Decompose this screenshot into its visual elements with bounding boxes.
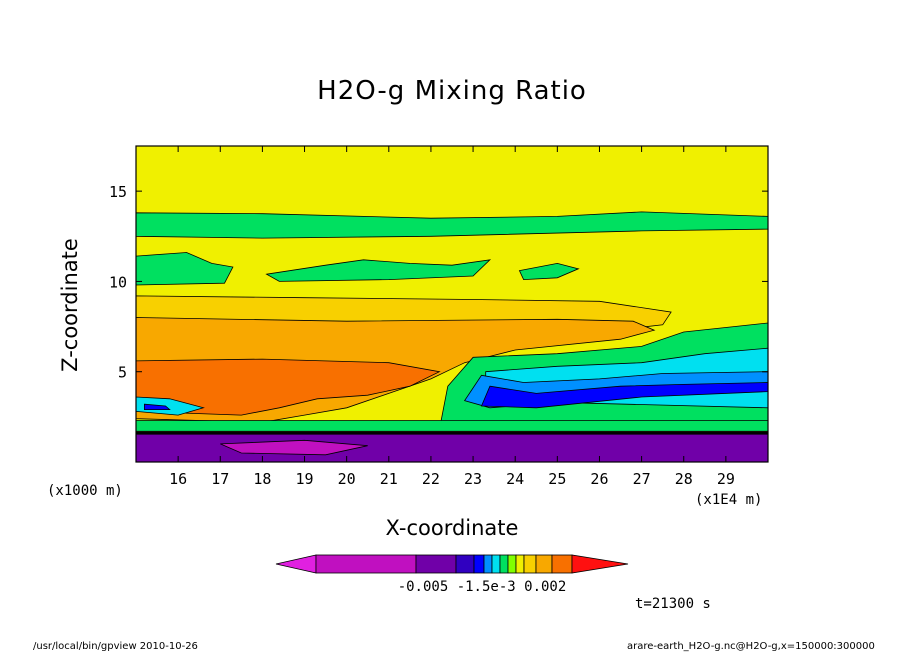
chart-title: H2O-g Mixing Ratio xyxy=(317,76,587,106)
colorbar-bin xyxy=(551,554,573,574)
x-tick-label: 21 xyxy=(380,470,398,488)
blob-green-right xyxy=(518,262,580,281)
blob-green-left xyxy=(136,252,234,286)
layer-blue-right xyxy=(480,382,768,409)
colorbar-labels: -0.005 -1.5e-3 0.002 xyxy=(398,579,567,595)
core-dark-orange xyxy=(136,358,441,416)
x-tick-label: 17 xyxy=(211,470,229,488)
x-tick-label: 20 xyxy=(338,470,356,488)
colorbar-bin xyxy=(491,554,501,574)
x-tick-label: 29 xyxy=(717,470,735,488)
x-axis-label: X-coordinate xyxy=(385,516,519,540)
x-tick-label: 27 xyxy=(633,470,651,488)
footer-left: /usr/local/bin/gpview 2010-10-26 xyxy=(33,641,198,652)
plot-frame xyxy=(135,145,769,463)
strip-lower-green xyxy=(136,420,768,432)
colorbar-bin xyxy=(515,554,525,574)
x-tick-label: 19 xyxy=(296,470,314,488)
x-tick-label: 26 xyxy=(590,470,608,488)
colorbar-bin xyxy=(507,554,517,574)
colorbar: -0.005 -1.5e-3 0.002 xyxy=(275,554,629,595)
x-unit-right: (x1E4 m) xyxy=(695,492,763,508)
colorbar-bin xyxy=(415,554,457,574)
band-upper-green xyxy=(136,211,768,239)
contour-layers xyxy=(136,146,768,462)
colorbar-right-arrow xyxy=(571,554,629,574)
y-tick-label: 5 xyxy=(118,364,127,382)
plot-axes: 16 17 18 19 20 21 22 23 24 25 26 27 28 29 5 10 15 xyxy=(109,145,769,488)
colorbar-bin xyxy=(523,554,537,574)
x-tick-label: 23 xyxy=(464,470,482,488)
y-tick-label: 10 xyxy=(109,273,127,291)
patch-magenta-bottom xyxy=(220,439,368,456)
colorbar-bin xyxy=(315,554,417,574)
layer-purple-bottom xyxy=(136,432,768,462)
patch-cyan-left xyxy=(136,396,205,416)
patch-blue-left xyxy=(144,403,171,410)
x-tick-label: 24 xyxy=(506,470,524,488)
colorbar-bin xyxy=(455,554,475,574)
contour-field xyxy=(136,146,768,462)
y-tick-label: 15 xyxy=(109,183,127,201)
blob-green-mid xyxy=(265,259,492,282)
colorbar-bin xyxy=(535,554,553,574)
colorbar-bin xyxy=(473,554,485,574)
x-tick-label: 25 xyxy=(548,470,566,488)
colorbar-left-arrow xyxy=(275,554,317,574)
x-tick-label: 28 xyxy=(675,470,693,488)
colorbar-bin xyxy=(499,554,509,574)
x-tick-label: 18 xyxy=(253,470,271,488)
x-unit-left: (x1000 m) xyxy=(47,483,123,499)
x-tick-label: 16 xyxy=(169,470,187,488)
time-label: t=21300 s xyxy=(635,596,711,612)
x-tick-label: 22 xyxy=(422,470,440,488)
colorbar-bin xyxy=(483,554,493,574)
footer-right: arare-earth_H2O-g.nc@H2O-g,x=150000:3000… xyxy=(627,641,875,652)
